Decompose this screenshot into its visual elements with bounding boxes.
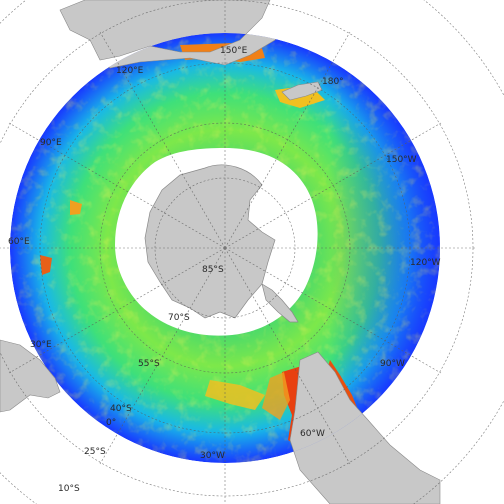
label-lon-90e: 90°E bbox=[40, 138, 62, 148]
label-lon-150e: 150°E bbox=[220, 46, 248, 56]
label-lon-30w: 30°W bbox=[200, 451, 225, 461]
label-lat-70: 70°S bbox=[168, 313, 190, 323]
label-lon-0: 0° bbox=[106, 418, 116, 428]
graticule-meridians bbox=[0, 0, 475, 504]
label-lon-60w: 60°W bbox=[300, 429, 325, 439]
label-lon-30e: 30°E bbox=[30, 340, 52, 350]
land-africa-outer bbox=[0, 339, 61, 413]
bloom-90e bbox=[70, 200, 82, 215]
graticule-labels: 85°S 70°S 55°S 40°S 25°S 10°S 0° 30°E 60… bbox=[8, 46, 441, 494]
label-lon-120w: 120°W bbox=[410, 258, 441, 268]
land-australia bbox=[99, 33, 291, 69]
label-lat-10: 10°S bbox=[58, 484, 80, 494]
bloom-kerguelen bbox=[40, 255, 52, 275]
label-lon-90w: 90°W bbox=[380, 359, 405, 369]
label-lon-60e: 60°E bbox=[8, 237, 30, 247]
bloom-patagonian-edge bbox=[262, 372, 290, 420]
land-new-zealand bbox=[281, 81, 323, 101]
bloom-south-atlantic bbox=[205, 380, 265, 410]
label-lat-center: 85°S bbox=[202, 265, 224, 275]
label-lon-180: 180° bbox=[322, 77, 344, 87]
label-lon-150w: 150°W bbox=[386, 155, 417, 165]
label-lat-55: 55°S bbox=[138, 359, 160, 369]
land-antarctic-peninsula bbox=[261, 283, 299, 323]
land-antarctica bbox=[144, 164, 276, 319]
label-lat-25: 25°S bbox=[84, 447, 106, 457]
label-lon-120e: 120°E bbox=[116, 66, 144, 76]
label-lat-40: 40°S bbox=[110, 404, 132, 414]
